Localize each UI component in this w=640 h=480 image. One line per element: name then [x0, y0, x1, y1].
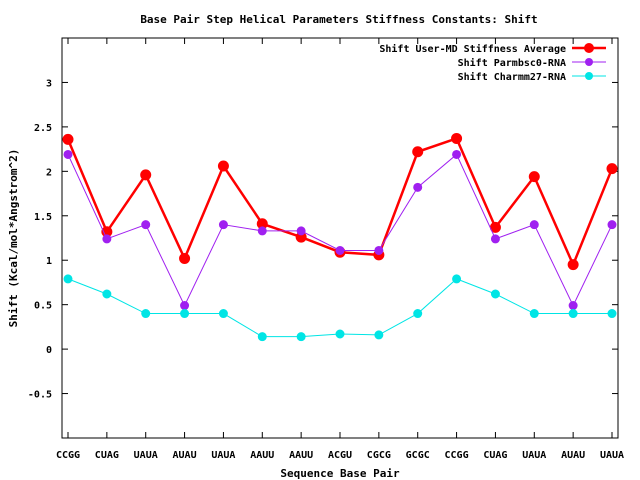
y-tick-label: 2: [46, 167, 52, 178]
data-point: [102, 234, 112, 244]
data-point: [452, 274, 462, 284]
x-tick-label: UAUA: [600, 450, 624, 461]
plot-frame: [61, 37, 619, 439]
chart-title: Base Pair Step Helical Parameters Stiffn…: [140, 13, 537, 26]
y-axis: -0.5 0 0.5 1 1.5 2 2.5 3: [28, 78, 618, 401]
data-point: [568, 309, 578, 319]
x-axis: CCGG CUAG UAUA AUAU UAUA AAUU AAUU ACGU CGCG GCGC…: [56, 38, 624, 461]
data-point: [529, 220, 539, 230]
data-point: [180, 309, 190, 319]
data-point: [452, 149, 462, 159]
data-point: [413, 182, 423, 192]
data-point: [140, 169, 152, 181]
data-point: [374, 245, 384, 255]
data-point: [335, 245, 345, 255]
data-point: [217, 160, 229, 172]
legend-swatch-marker: [584, 43, 594, 53]
y-tick-label: 0.5: [34, 301, 52, 312]
data-point: [63, 149, 73, 159]
x-tick-label: CCGG: [56, 450, 80, 461]
data-point: [296, 332, 306, 342]
data-point: [413, 309, 423, 319]
y-tick-label: 1.5: [34, 212, 52, 223]
x-tick-label: AAUU: [250, 450, 274, 461]
x-tick-label: ACGU: [328, 450, 352, 461]
data-point: [335, 329, 345, 339]
x-tick-label: AAUU: [289, 450, 313, 461]
series-group: [62, 132, 618, 342]
series-line: [66, 136, 614, 268]
data-point: [102, 289, 112, 299]
x-tick-label: GCGC: [406, 450, 430, 461]
data-point: [607, 220, 617, 230]
data-point: [568, 301, 578, 311]
data-point: [607, 309, 617, 319]
x-tick-label: AUAU: [173, 450, 197, 461]
legend-swatch-marker: [585, 58, 593, 66]
x-tick-label: AUAU: [561, 450, 585, 461]
x-tick-label: CUAG: [483, 450, 507, 461]
data-point: [141, 220, 151, 230]
data-point: [218, 220, 228, 230]
series-2: [63, 149, 617, 311]
data-point: [296, 226, 306, 236]
data-point: [451, 132, 463, 144]
data-point: [141, 309, 151, 319]
legend-label: Shift User-MD Stiffness Average: [379, 43, 566, 55]
x-tick-label: CUAG: [95, 450, 119, 461]
series-3: [63, 274, 617, 342]
data-point: [606, 163, 618, 175]
x-tick-label: UAUA: [211, 450, 235, 461]
data-point: [490, 289, 500, 299]
data-point: [528, 171, 540, 183]
data-point: [218, 309, 228, 319]
x-tick-label: UAUA: [522, 450, 546, 461]
x-tick-label: UAUA: [134, 450, 158, 461]
data-point: [529, 309, 539, 319]
data-point: [179, 252, 191, 264]
y-tick-label: -0.5: [28, 390, 52, 401]
data-point: [63, 274, 73, 284]
y-tick-label: 1: [46, 256, 52, 267]
legend-label: Shift Charmm27-RNA: [458, 71, 566, 83]
x-tick-label: CCGG: [445, 450, 469, 461]
data-point: [257, 226, 267, 236]
data-point: [180, 301, 190, 311]
x-axis-label: Sequence Base Pair: [280, 467, 400, 480]
legend-swatch-marker: [585, 72, 593, 80]
y-tick-label: 3: [46, 78, 52, 89]
y-tick-label: 2.5: [34, 123, 52, 134]
data-point: [257, 332, 267, 342]
data-point: [62, 133, 74, 145]
legend: Shift User-MD Stiffness Average Shift Par…: [379, 43, 606, 83]
legend-label: Shift Parmbsc0-RNA: [458, 57, 566, 69]
data-point: [490, 234, 500, 244]
data-point: [374, 330, 384, 340]
series-line: [67, 278, 612, 338]
data-point: [567, 259, 579, 271]
y-axis-label: Shift (Kcal/mol*Angstrom^2): [7, 149, 20, 328]
x-tick-label: CGCG: [367, 450, 391, 461]
data-point: [412, 146, 424, 158]
y-tick-label: 0: [46, 345, 52, 356]
